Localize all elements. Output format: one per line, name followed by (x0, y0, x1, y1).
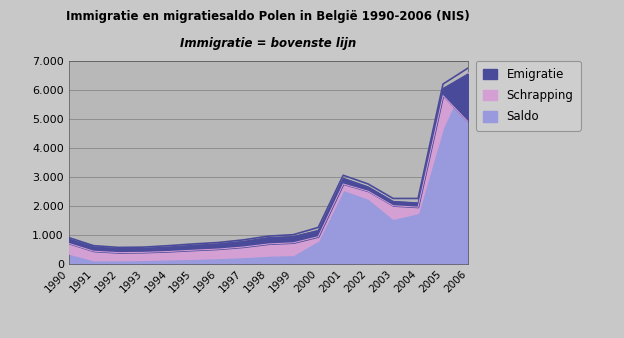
Text: Immigratie = bovenste lijn: Immigratie = bovenste lijn (180, 37, 356, 50)
Text: Immigratie en migratiesaldo Polen in België 1990-2006 (NIS): Immigratie en migratiesaldo Polen in Bel… (66, 10, 470, 23)
Legend: Emigratie, Schrapping, Saldo: Emigratie, Schrapping, Saldo (476, 61, 581, 130)
